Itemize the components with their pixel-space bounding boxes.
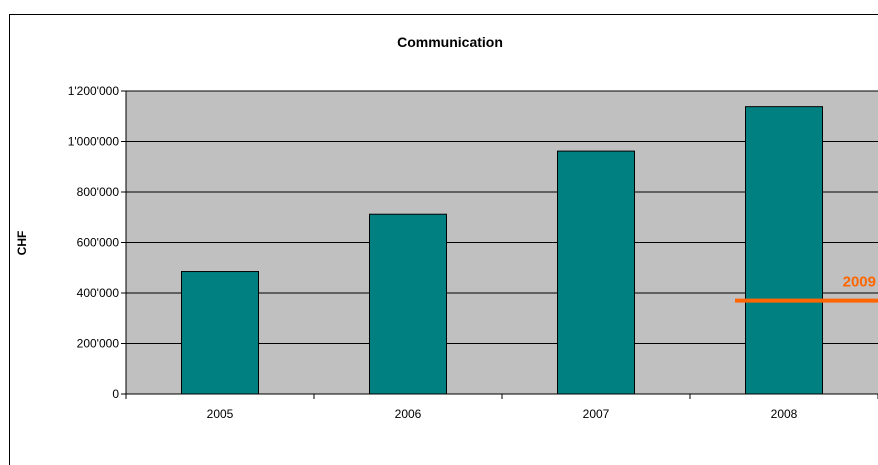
bar-2007 xyxy=(557,150,635,395)
y-tick-label: 1'000'000 xyxy=(68,135,120,149)
bar-2005 xyxy=(181,271,259,395)
x-tick-label: 2006 xyxy=(395,407,422,421)
x-tick-label: 2005 xyxy=(207,407,234,421)
y-tick-label: 800'000 xyxy=(77,185,120,199)
y-tick-label: 200'000 xyxy=(77,337,120,351)
y-tick-label: 400'000 xyxy=(77,286,120,300)
x-tick-labels: 2005 2006 2007 2008 xyxy=(125,394,878,421)
y-tick-label: 1'200'000 xyxy=(68,84,120,98)
y-tick-label: 0 xyxy=(112,387,119,401)
y-tick-labels: 0 200'000 400'000 600'000 800'000 1'000'000 1'… xyxy=(68,84,126,401)
bar-2006 xyxy=(369,213,447,395)
x-tick-label: 2007 xyxy=(583,407,610,421)
x-tick-label: 2008 xyxy=(771,407,798,421)
y-tick-label: 600'000 xyxy=(77,236,120,250)
reference-line-group: 2009 xyxy=(735,274,878,303)
chart-title: Communication xyxy=(397,34,503,50)
reference-line-label: 2009 xyxy=(843,274,876,291)
bar-2008 xyxy=(745,106,823,395)
